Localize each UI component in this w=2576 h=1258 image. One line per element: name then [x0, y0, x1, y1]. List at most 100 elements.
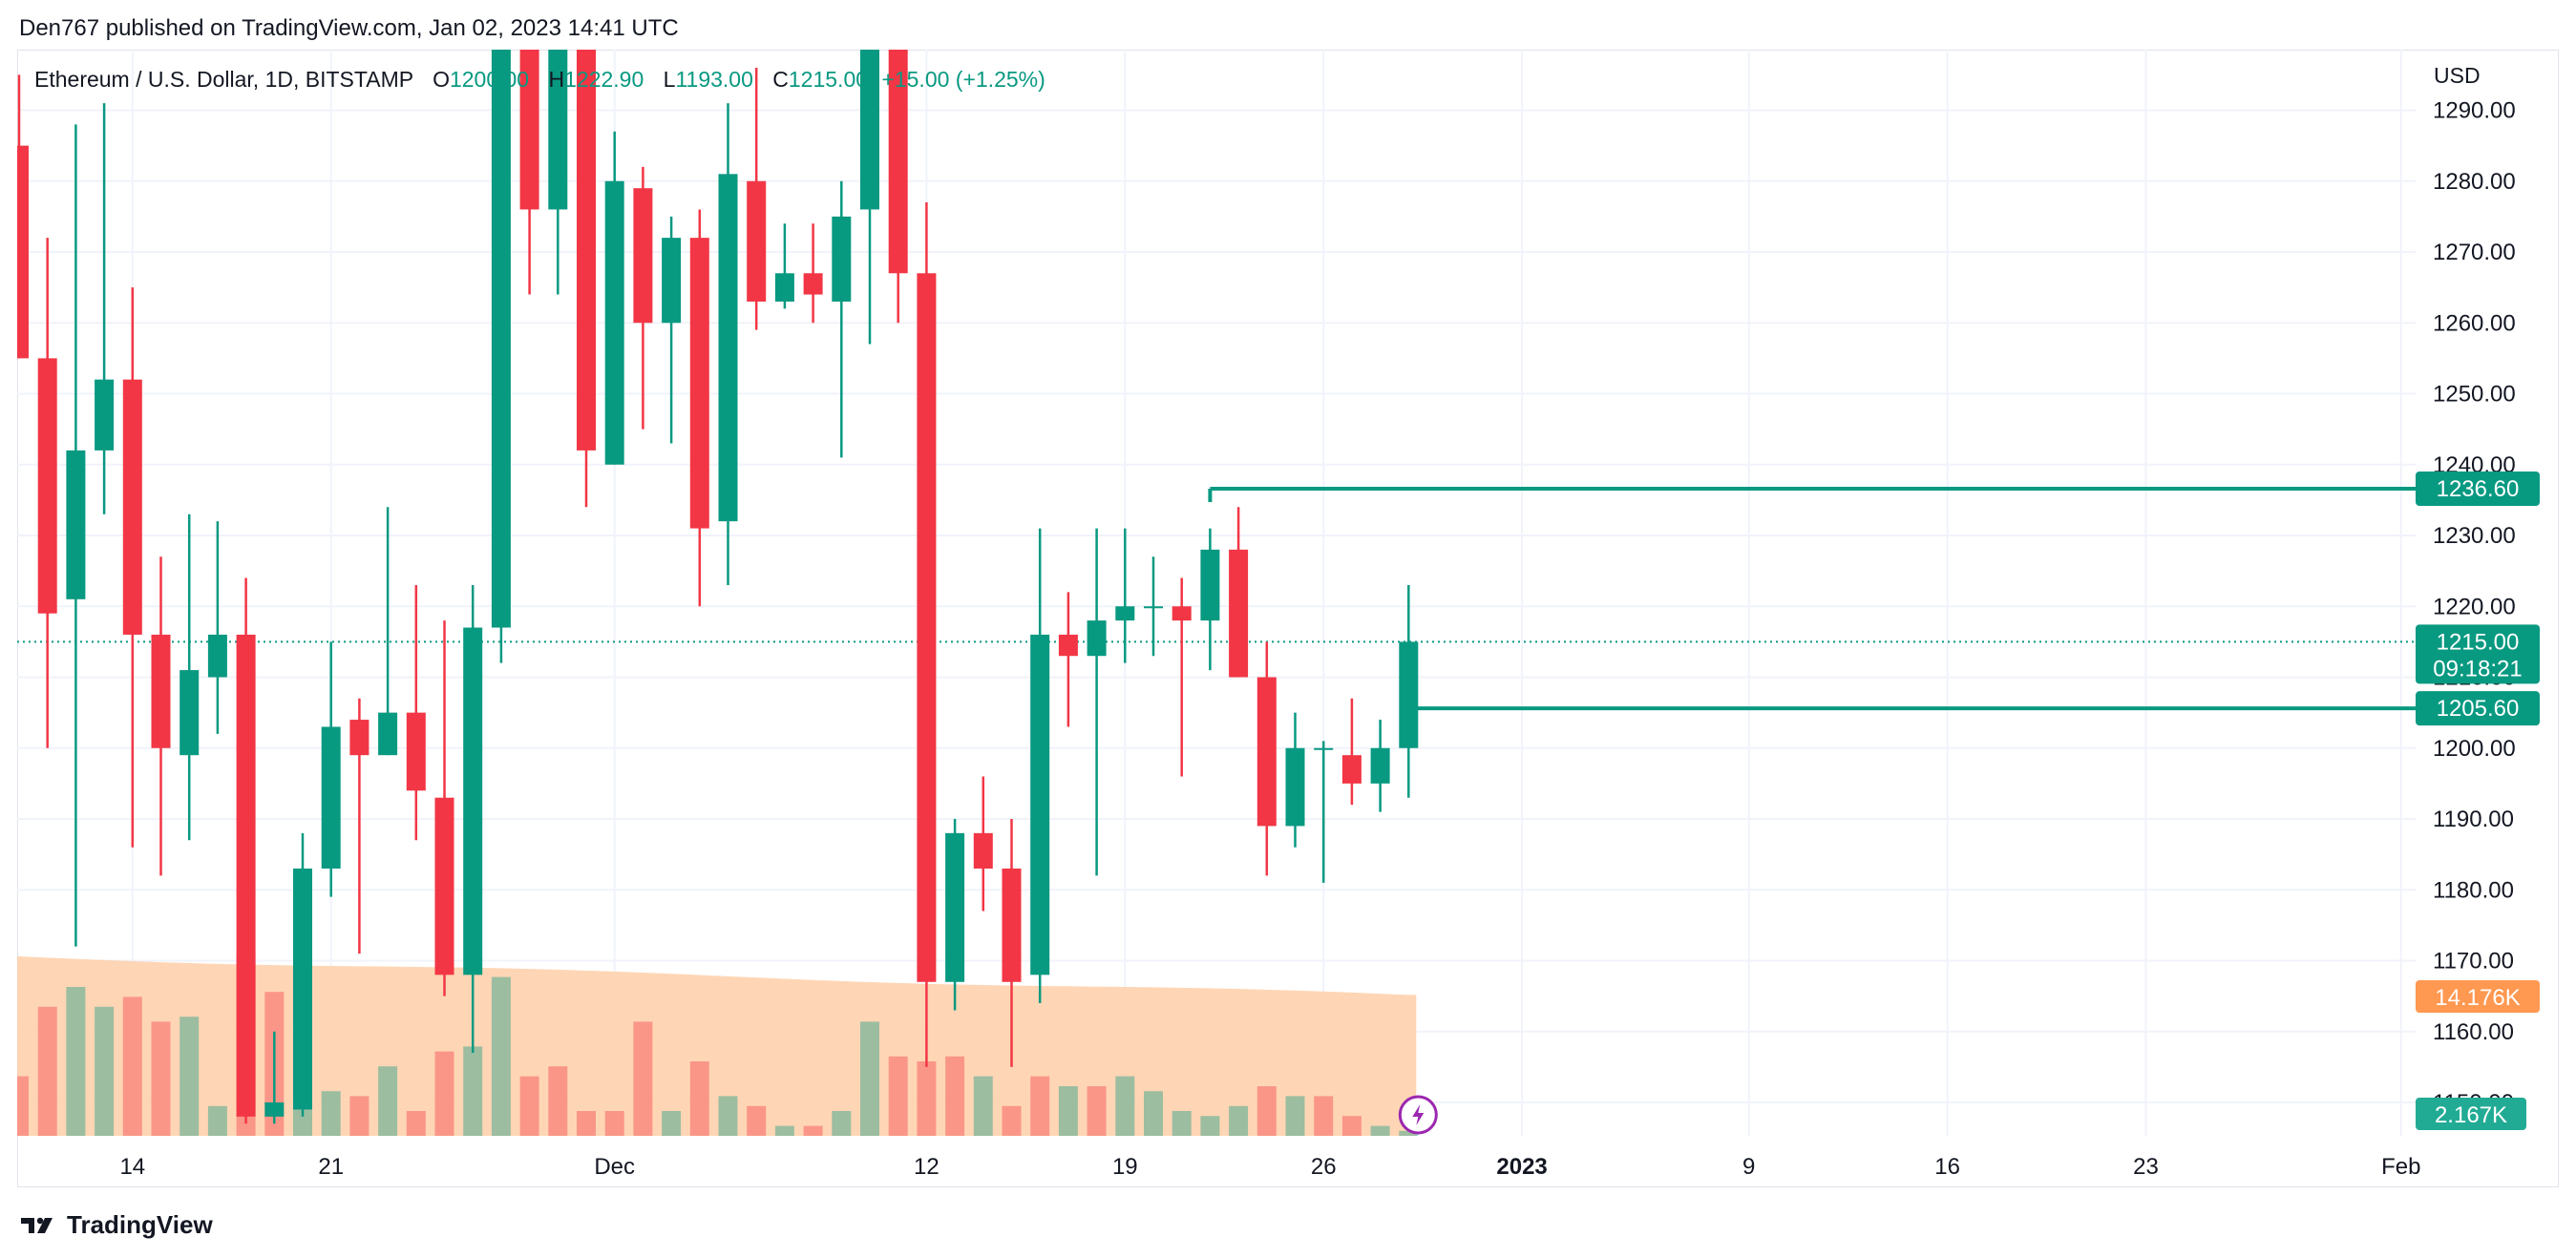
candle-body [349, 720, 370, 756]
time-tick-label: Dec [594, 1154, 635, 1180]
candle [491, 50, 511, 663]
time-tick-label: Feb [2381, 1154, 2420, 1180]
candle [1144, 556, 1163, 657]
candle-body [122, 379, 142, 635]
candle-body [1058, 634, 1078, 657]
volume-bar [17, 1076, 29, 1136]
volume-bar [917, 1061, 937, 1136]
time-tick-label: 16 [1934, 1154, 1960, 1180]
candle [1370, 720, 1390, 812]
volume-bar [434, 1051, 454, 1136]
volume-bar [1341, 1116, 1362, 1136]
support-price-label-text: 1205.60 [2437, 696, 2520, 722]
price-tick-label: 1280.00 [2433, 169, 2516, 195]
volume-bar [803, 1125, 823, 1136]
candle [662, 216, 682, 444]
candle-body [1144, 606, 1163, 609]
time-axis: 14 21 Dec 12 19 26 2023 9 16 23 Feb [119, 1154, 2420, 1180]
candle [917, 202, 937, 1067]
volume-bar [66, 987, 86, 1136]
time-tick-label: 19 [1112, 1154, 1138, 1180]
time-tick-label: 26 [1311, 1154, 1337, 1180]
chart-frame[interactable] [17, 50, 2559, 1187]
legend-close-value: 1215.00 [788, 67, 869, 92]
volume-ma-label-text: 14.176K [2435, 985, 2520, 1011]
candle [832, 180, 852, 458]
volume-bar [689, 1061, 709, 1136]
volume-bar [832, 1111, 852, 1136]
candle-body [378, 712, 398, 756]
candle [945, 819, 965, 1011]
candle [1256, 641, 1277, 876]
candle [95, 103, 115, 514]
candle-body [1002, 868, 1022, 982]
candle-body [151, 634, 171, 748]
volume-bar [491, 976, 511, 1136]
candle-body [1229, 549, 1249, 678]
volume-bar [577, 1111, 596, 1136]
candle-body [95, 379, 115, 451]
candle-body [1256, 677, 1277, 827]
candle [434, 620, 454, 996]
candle [378, 507, 398, 756]
legend-open-label: O [433, 67, 450, 92]
volume-bar [179, 1017, 200, 1136]
candle-body [491, 50, 511, 628]
candle [207, 521, 227, 734]
candle-body [1285, 747, 1305, 827]
candle-body [1314, 747, 1334, 750]
candle-body [179, 670, 200, 756]
candle [1115, 528, 1135, 663]
volume-bar [888, 1056, 908, 1136]
last-price-label-text: 09:18:21 [2433, 656, 2522, 681]
volume-bar [973, 1076, 993, 1136]
volume-bar [519, 1076, 539, 1136]
time-tick-label: 21 [318, 1154, 344, 1180]
candle-body [264, 1102, 285, 1117]
volume-ma-label: 14.176K [2416, 980, 2540, 1013]
volume-bar [1144, 1091, 1163, 1136]
volume-bar [1030, 1076, 1050, 1136]
tradingview-logo[interactable]: TradingView [19, 1210, 213, 1240]
legend-high-value: 1222.90 [564, 67, 644, 92]
candle-body [17, 145, 29, 359]
resistance-price-label-text: 1236.60 [2437, 476, 2520, 502]
price-tick-label: 1220.00 [2433, 594, 2516, 619]
price-tick-label: 1160.00 [2433, 1019, 2514, 1045]
support-price-label: 1205.60 [2416, 691, 2540, 726]
candle [803, 223, 823, 324]
time-tick-label: 9 [1742, 1154, 1755, 1180]
volume-bar [122, 996, 142, 1136]
candle-body [321, 726, 341, 869]
candle [1058, 592, 1078, 727]
candle [747, 67, 767, 330]
price-pane [17, 50, 2416, 1136]
time-tick-label: 14 [119, 1154, 145, 1180]
candle [1172, 577, 1192, 777]
volume-bar [662, 1111, 682, 1136]
candle [293, 832, 312, 1117]
volume-bar [1399, 1130, 1419, 1136]
price-tick-label: 1180.00 [2433, 877, 2514, 903]
candle-body [718, 174, 738, 522]
candle-body [1087, 620, 1107, 657]
candle-body [973, 832, 993, 869]
volume-bar [1087, 1086, 1107, 1136]
candle-body [1172, 606, 1192, 621]
volume-bar [95, 1006, 115, 1136]
volume-bar [406, 1111, 426, 1136]
candle-body [519, 50, 539, 210]
currency-label: USD [2434, 63, 2481, 88]
time-tick-label: 23 [2133, 1154, 2159, 1180]
brand-name: TradingView [67, 1210, 213, 1239]
price-tick-label: 1230.00 [2433, 523, 2516, 549]
candle [689, 209, 709, 607]
volume-bar [1200, 1116, 1220, 1136]
candle [774, 223, 794, 309]
candle-body [548, 50, 568, 210]
candle [633, 166, 653, 430]
volume-bar [774, 1125, 794, 1136]
volume-ma-area [17, 956, 1417, 1136]
candle-body [803, 273, 823, 295]
